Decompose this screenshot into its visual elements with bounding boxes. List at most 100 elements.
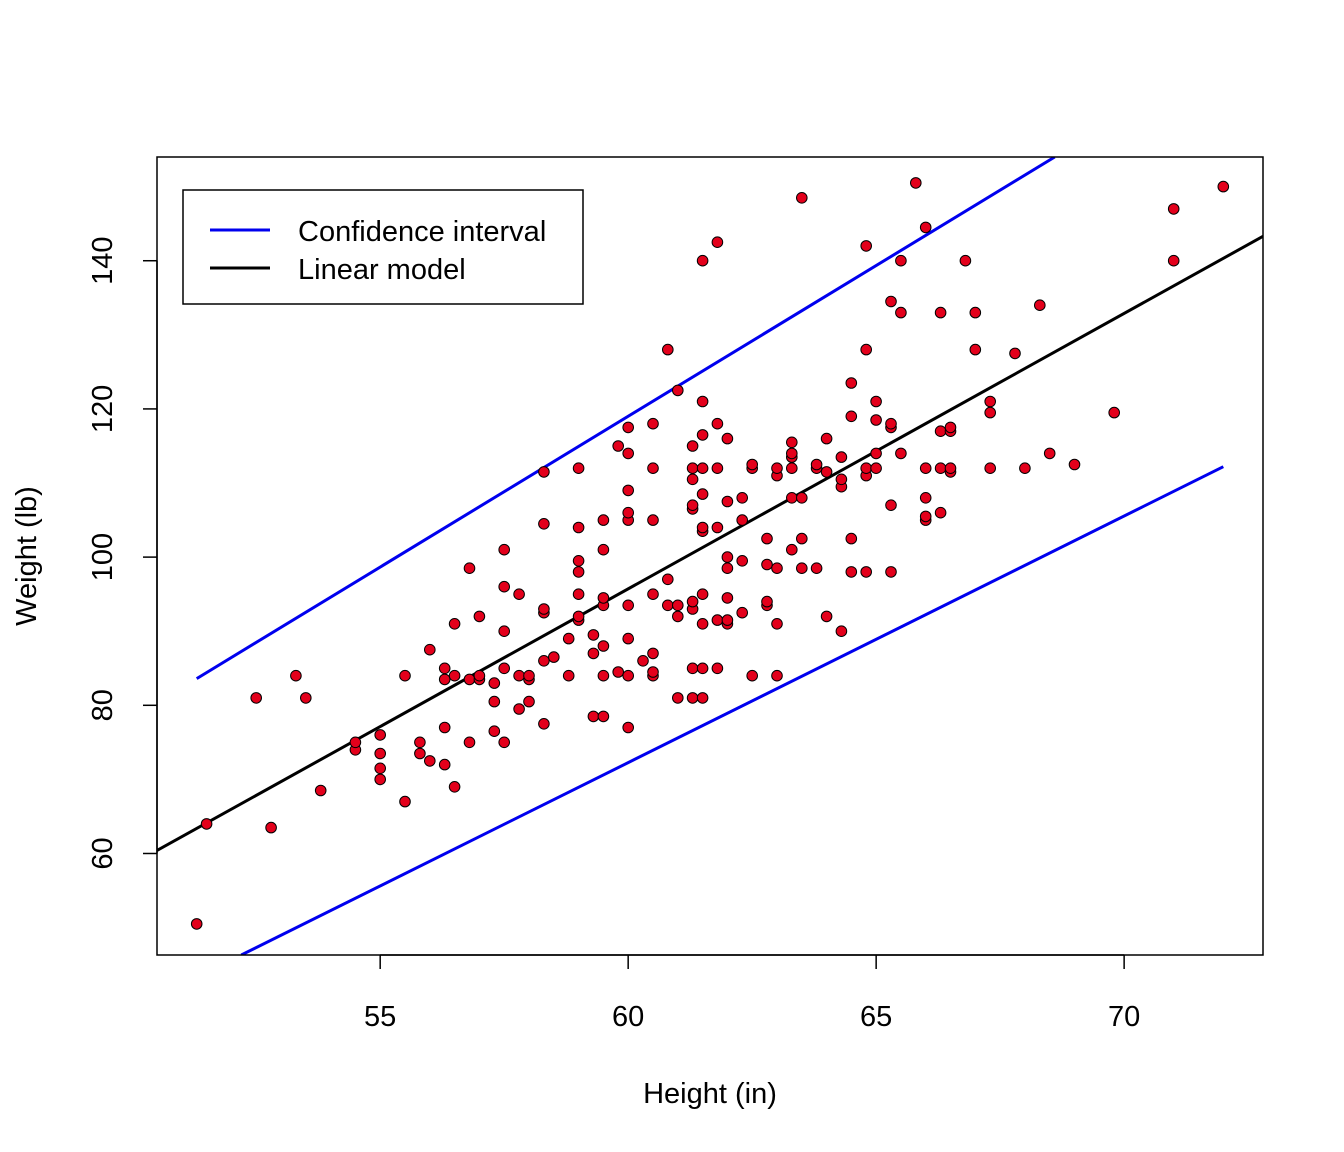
data-point (597, 514, 610, 526)
data-point (314, 784, 327, 797)
y-axis: 60 80 100 120 140 (87, 237, 158, 870)
data-point (786, 436, 798, 449)
data-point (463, 673, 476, 686)
data-point (1043, 447, 1056, 460)
data-point (686, 473, 699, 486)
x-tick-label: 60 (612, 1001, 644, 1033)
data-point (696, 254, 709, 267)
data-point (860, 462, 873, 475)
data-point (696, 662, 709, 675)
data-point (736, 514, 749, 526)
data-point (374, 747, 387, 760)
data-point (572, 462, 585, 475)
data-point (513, 669, 525, 682)
data-point (622, 599, 635, 612)
data-point (721, 432, 734, 445)
x-axis: 55 60 65 70 (364, 954, 1140, 1033)
data-point (473, 610, 486, 623)
data-point (969, 306, 982, 319)
data-point (959, 254, 972, 267)
data-point (488, 695, 501, 708)
data-point (498, 580, 511, 593)
data-point (622, 669, 635, 682)
data-point (597, 669, 610, 682)
data-point (786, 447, 798, 460)
data-point (721, 495, 734, 508)
data-point (934, 425, 947, 438)
data-point (622, 447, 635, 460)
data-point (820, 610, 833, 623)
data-point (810, 562, 823, 575)
data-point (934, 306, 947, 319)
data-point (438, 758, 451, 771)
data-point (538, 466, 550, 478)
data-point (721, 551, 734, 563)
y-tick-label: 100 (87, 533, 119, 581)
data-point (845, 377, 858, 389)
data-point (786, 492, 798, 504)
data-point (498, 736, 511, 749)
data-point (612, 440, 625, 452)
data-point (870, 395, 882, 408)
legend-label-confidence-interval: Confidence interval (298, 216, 546, 248)
data-point (498, 625, 511, 638)
data-point (919, 221, 932, 234)
legend-box (182, 189, 584, 305)
data-point (488, 677, 501, 689)
data-point (548, 651, 560, 663)
data-point (820, 466, 833, 478)
data-point (498, 662, 511, 675)
data-point (662, 599, 674, 612)
data-point (587, 629, 600, 641)
data-point (300, 692, 312, 704)
data-point (895, 254, 907, 267)
data-point (969, 343, 982, 356)
data-point (290, 669, 302, 682)
data-point (414, 747, 426, 760)
data-point (686, 462, 699, 475)
data-point (984, 462, 997, 475)
data-point (870, 447, 882, 460)
data-point (562, 669, 575, 682)
data-point (910, 177, 922, 189)
data-point (414, 736, 426, 749)
data-point (438, 662, 451, 675)
data-point (523, 669, 535, 682)
data-point (513, 588, 525, 601)
data-point (597, 710, 610, 723)
data-point (919, 492, 932, 504)
data-point (1108, 406, 1120, 419)
data-point (810, 458, 823, 471)
data-point (696, 395, 709, 408)
data-point (919, 462, 932, 475)
data-point (721, 614, 734, 626)
data-point (845, 566, 858, 578)
data-point (622, 632, 635, 645)
data-point (771, 618, 783, 630)
data-point (438, 721, 451, 734)
data-point (622, 721, 635, 734)
data-point (190, 918, 203, 930)
data-point (587, 710, 600, 723)
data-point (736, 492, 749, 504)
data-point (845, 410, 858, 423)
data-point (647, 417, 659, 430)
data-point (761, 595, 773, 608)
confidence-interval-line-1 (195, 157, 1056, 680)
confidence-interval-line-2 (240, 465, 1224, 955)
data-point (647, 514, 659, 526)
data-point (597, 640, 610, 652)
data-point (934, 462, 947, 475)
data-point (523, 695, 535, 708)
data-point (513, 703, 525, 715)
data-point (473, 669, 486, 682)
data-point (711, 662, 724, 675)
data-point (870, 462, 882, 475)
data-point (845, 532, 858, 545)
data-point (696, 692, 709, 704)
data-point (572, 588, 585, 601)
data-point (637, 655, 649, 667)
data-point (736, 606, 749, 619)
data-point (860, 343, 873, 356)
data-point (399, 795, 411, 808)
